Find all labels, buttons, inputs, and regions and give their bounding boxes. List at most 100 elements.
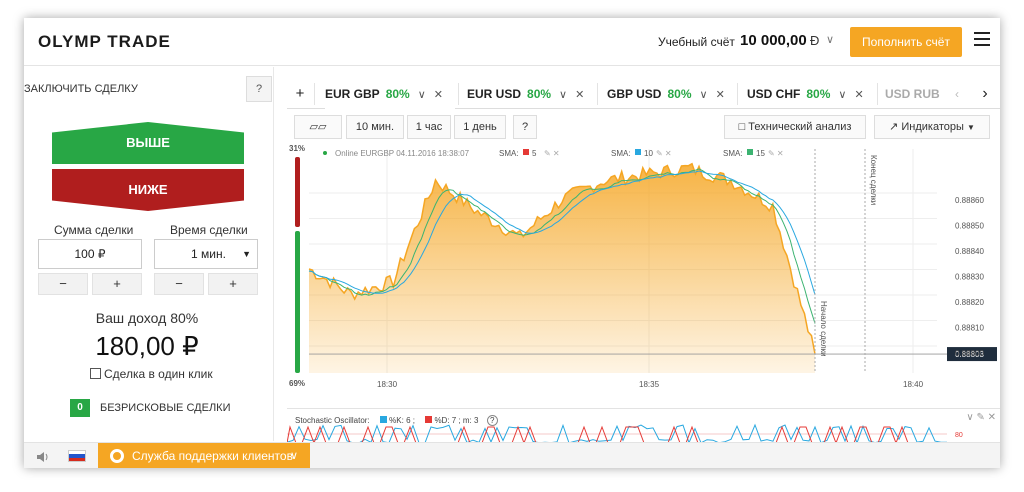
close-icon[interactable]: ✕ [715, 89, 725, 101]
period-1hour-button[interactable]: 1 час [407, 115, 451, 139]
price-chart[interactable]: 0.88803 0.88860 0.88850 0.88840 0.88830 0.888… [287, 141, 1000, 407]
sma-controls-icon: ✎ ✕ [656, 149, 672, 158]
currency-symbol: Đ [810, 33, 820, 48]
support-button[interactable]: Служба поддержки клиентов ∨ [98, 443, 310, 468]
sma-controls-icon: ✎ ✕ [544, 149, 560, 158]
tab-pair: EUR GBP [325, 87, 380, 101]
logo[interactable]: OLYMP TRADE [38, 32, 171, 51]
support-label: Служба поддержки клиентов [132, 449, 293, 463]
time-increase-button[interactable]: + [208, 273, 258, 295]
time-decrease-button[interactable]: − [154, 273, 204, 295]
amount-decrease-button[interactable]: − [38, 273, 88, 295]
time-select[interactable]: 1 мин. ▼ [154, 239, 258, 269]
chart-type-switch[interactable]: ▱▱ [294, 115, 342, 139]
x-tick-label: 18:40 [903, 380, 924, 389]
hamburger-menu-icon[interactable] [974, 32, 990, 46]
sma-swatch [635, 149, 641, 155]
sma-line [308, 168, 816, 324]
chevron-down-icon[interactable]: ∨ [826, 34, 835, 46]
window-icon: □ [738, 121, 746, 133]
checkbox[interactable] [90, 368, 101, 379]
tab-payout: 80% [806, 87, 831, 101]
price-area [309, 163, 815, 373]
close-icon[interactable]: ✕ [433, 89, 443, 101]
app-window: OLYMP TRADE Учебный счёт 10 000,00 Đ ∨ П… [24, 18, 1000, 468]
tab-usd-chf[interactable]: USD CHF 80% ∨ ✕ [747, 79, 877, 109]
tab-pair: USD RUB [885, 87, 940, 101]
lifebuoy-icon [110, 449, 124, 463]
technical-analysis-button[interactable]: □ Технический анализ [724, 115, 866, 139]
chevron-down-icon[interactable]: ∨ [699, 89, 708, 101]
period-10min-button[interactable]: 10 мин. [346, 115, 404, 139]
tab-payout: 80% [667, 87, 692, 101]
y-tick-label: 0.88820 [955, 298, 984, 307]
caret-down-icon: ▼ [966, 123, 975, 132]
income-label: Ваш доход 80% [95, 310, 199, 326]
sentiment-top-label: 31% [289, 144, 305, 153]
tab-pair: GBP USD [607, 87, 662, 101]
account-balance[interactable]: 10 000,00 [740, 32, 807, 49]
candles-icon[interactable]: ▱▱ [309, 121, 327, 133]
sma-controls-icon: ✎ ✕ [768, 149, 784, 158]
oscillator-controls[interactable]: ∨ ✎ ✕ [966, 412, 996, 423]
y-tick-label: 0.88850 [955, 222, 984, 231]
trend-icon: ↗ [889, 121, 899, 133]
time-select-value: 1 мин. [191, 247, 226, 261]
deal-start-label: Начало сделки [819, 301, 828, 357]
oscillator-title: Stochastic Oscillator: [295, 416, 370, 425]
amount-increase-button[interactable]: + [92, 273, 142, 295]
footer: Служба поддержки клиентов ∨ [24, 442, 1000, 468]
time-label: Время сделки [170, 223, 248, 237]
sma-value: 10 [644, 149, 653, 158]
help-button[interactable]: ? [246, 76, 272, 102]
chevron-down-icon[interactable]: ∨ [559, 89, 568, 101]
oscillator-help[interactable]: ? [486, 415, 498, 426]
income-value: 180,00 ₽ [95, 331, 199, 361]
sma-line [308, 170, 816, 295]
deal-end-label: Конец сделки [869, 155, 878, 205]
tab-usd-rub[interactable]: USD RUB [885, 79, 945, 109]
y-tick-label: 0.88800 [955, 349, 984, 358]
chevron-down-icon[interactable]: ∨ [838, 89, 847, 101]
tab-eur-usd[interactable]: EUR USD 80% ∨ ✕ [467, 79, 597, 109]
close-icon[interactable]: ✕ [575, 89, 585, 101]
y-tick-label: 0.88830 [955, 273, 984, 282]
higher-button[interactable]: ВЫШЕ [52, 122, 244, 164]
series-label: Online EURGBP 04.11.2016 18:38:07 [335, 149, 470, 158]
oscillator-chart: 80 [287, 423, 963, 443]
russia-flag-icon[interactable] [68, 450, 86, 462]
chart-help-button[interactable]: ? [513, 115, 537, 139]
account-type-label[interactable]: Учебный счёт [658, 35, 735, 49]
period-1day-button[interactable]: 1 день [454, 115, 506, 139]
scroll-left-icon[interactable]: ‹ [955, 87, 959, 101]
sentiment-bottom-label: 69% [289, 379, 305, 388]
one-click-label: Сделка в один клик [104, 367, 213, 381]
oscillator-k: %K: 6 ; [389, 416, 415, 425]
riskfree-deals-link[interactable]: БЕЗРИСКОВЫЕ СДЕЛКИ [100, 402, 231, 414]
one-click-toggle[interactable]: Сделка в один клик [90, 367, 213, 381]
indicators-label: Индикаторы [901, 121, 964, 133]
scroll-right-icon[interactable]: › [982, 85, 988, 102]
oscillator-level-label: 80 [955, 432, 963, 439]
add-asset-button[interactable]: + [295, 85, 305, 102]
deposit-button[interactable]: Пополнить счёт [850, 27, 962, 57]
lower-button[interactable]: НИЖЕ [52, 169, 244, 211]
y-tick-label: 0.88840 [955, 247, 984, 256]
online-dot [323, 151, 327, 155]
sma-swatch [747, 149, 753, 155]
tab-eur-gbp[interactable]: EUR GBP 80% ∨ ✕ [325, 79, 455, 109]
sentiment-bar-sell [295, 157, 300, 227]
sentiment-bar-buy [295, 231, 300, 373]
oscillator-label: Stochastic Oscillator: %K: 6 ; %D: 7 ; m… [295, 415, 498, 426]
amount-input[interactable]: 100 ₽ [38, 239, 142, 269]
close-icon[interactable]: ✕ [854, 89, 864, 101]
d-legend-swatch [425, 416, 433, 423]
chevron-down-icon[interactable]: ∨ [417, 89, 426, 101]
indicators-button[interactable]: ↗ Индикаторы ▼ [874, 115, 990, 139]
tab-pair: USD CHF [747, 87, 801, 101]
current-price-badge [947, 347, 997, 362]
asset-tabs: + EUR GBP 80% ∨ ✕ EUR USD 80% ∨ ✕ GBP USD 80% ∨ ✕… [287, 79, 1000, 109]
k-legend-swatch [379, 416, 387, 423]
speaker-icon[interactable] [36, 450, 50, 468]
tab-gbp-usd[interactable]: GBP USD 80% ∨ ✕ [607, 79, 737, 109]
